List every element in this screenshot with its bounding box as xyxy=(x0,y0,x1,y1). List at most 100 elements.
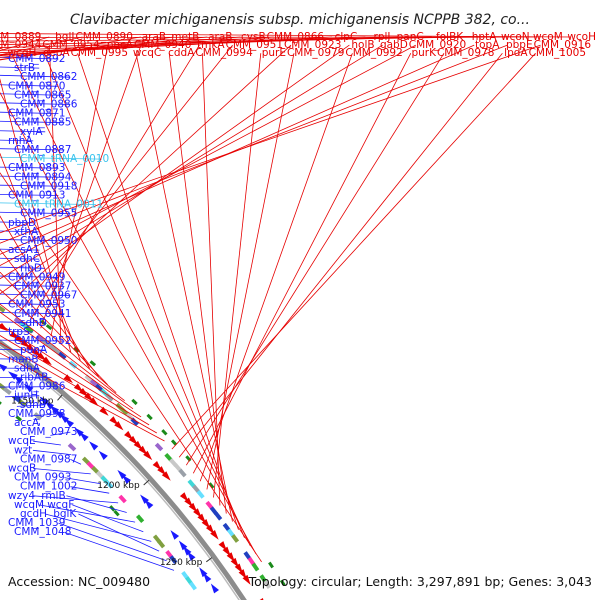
gene-label[interactable]: purE xyxy=(262,47,286,59)
gene-label[interactable]: CMM_0953 xyxy=(8,299,65,311)
gene-label[interactable]: pbpE xyxy=(506,39,533,51)
orf-block xyxy=(189,581,197,591)
gene-label[interactable]: CMM_0918 xyxy=(20,180,77,192)
gene-label[interactable]: topA xyxy=(475,39,500,51)
gene-label[interactable]: CMM_0920 xyxy=(409,39,466,51)
gene-label[interactable]: CMM_1039 xyxy=(8,517,65,529)
gene-label[interactable]: CMM_0978 xyxy=(437,47,494,59)
gene-label[interactable]: CMM_0955 xyxy=(20,208,77,220)
gene-label[interactable]: CMM_1048 xyxy=(14,526,71,538)
gene-label[interactable]: CMM_0994 xyxy=(195,47,253,59)
gene-label[interactable]: bglK xyxy=(53,508,77,520)
gene-label[interactable]: CMM_0865 xyxy=(14,89,71,101)
gene-label[interactable]: ribAB xyxy=(20,372,48,384)
gene-label[interactable]: CMM_0916 xyxy=(534,39,592,51)
gene-label[interactable]: wcqB xyxy=(8,463,36,475)
gene-label[interactable]: purK xyxy=(411,47,437,59)
gene-label[interactable]: cysB xyxy=(241,31,266,43)
gene-label[interactable]: CMM_0892 xyxy=(8,53,65,65)
gene-label[interactable]: rmlC xyxy=(0,47,3,59)
gene-label[interactable]: CMM_0950 xyxy=(20,235,77,247)
gene-label[interactable]: CMM_0949 xyxy=(8,271,65,283)
gene-label[interactable]: manB xyxy=(8,353,39,365)
gene-label[interactable]: rplJ xyxy=(374,31,391,43)
gene-label[interactable]: CMM_1005 xyxy=(529,47,586,59)
gene-label[interactable]: clpC xyxy=(335,31,358,43)
gene-label[interactable]: sdhB xyxy=(20,399,46,411)
gene-label[interactable]: CMM_0870 xyxy=(8,80,65,92)
gene-label[interactable]: CMM_0987 xyxy=(20,453,77,465)
gene-label[interactable]: CMM_tRNA_0010 xyxy=(20,153,109,165)
gene-label[interactable]: CMM_0973 xyxy=(20,426,77,438)
gene-label[interactable]: wcqF xyxy=(47,499,74,511)
gene-label[interactable]: wzt xyxy=(14,444,32,456)
gene-label[interactable]: trpS xyxy=(8,326,30,338)
gene-label[interactable]: wzy4 xyxy=(8,490,35,502)
gene-label[interactable]: accA xyxy=(14,417,40,429)
gene-label[interactable]: junH xyxy=(13,390,38,402)
gene-label[interactable]: CMM_tRNA_0011 xyxy=(14,199,103,211)
gene-label[interactable]: wcoN xyxy=(501,31,530,43)
gene-label[interactable]: CMM_0993 xyxy=(14,472,71,484)
gene-label[interactable]: hptA xyxy=(472,31,497,43)
gene-label[interactable]: CMM_0894 xyxy=(14,171,72,183)
gene-label[interactable]: araB xyxy=(142,31,166,43)
gene-label[interactable]: CMM_0886 xyxy=(20,99,78,111)
gene-label[interactable]: wcoM xyxy=(533,31,563,43)
gene-label[interactable]: gcdH xyxy=(20,508,47,520)
gene-label[interactable]: CMM_0967 xyxy=(20,290,77,302)
gene-label[interactable]: CMM_0998 xyxy=(8,408,65,420)
gene-label[interactable]: rmlB xyxy=(41,490,65,502)
gene-label[interactable]: ribD xyxy=(20,262,42,274)
gene-label[interactable]: CMM_0979 xyxy=(287,47,344,59)
gene-label[interactable]: CMM_0944 xyxy=(0,39,42,51)
gene-label[interactable]: strB xyxy=(14,62,35,74)
gene-label[interactable]: bglJ xyxy=(55,31,74,43)
gene-label[interactable]: CMM_0866 xyxy=(267,31,325,43)
gene-label[interactable]: wcqE xyxy=(8,435,36,447)
gene-label[interactable]: folBK xyxy=(436,31,464,43)
gene-label[interactable]: xylA xyxy=(20,126,43,138)
gene-label[interactable]: cddA xyxy=(168,47,195,59)
gene-label[interactable]: sdhD xyxy=(20,317,47,329)
gene-label[interactable]: CMM_0923 xyxy=(284,39,341,51)
gene-label[interactable]: xthA xyxy=(14,226,39,238)
gene-label[interactable]: CMM_0885 xyxy=(14,117,71,129)
gene-label[interactable]: CMM_0889 xyxy=(0,31,41,43)
gene-label[interactable]: wcqH xyxy=(7,47,36,59)
gene-label[interactable]: CMM_0986 xyxy=(8,381,66,393)
gene-label[interactable]: sdhA xyxy=(14,362,41,374)
gene-label[interactable]: tmkA xyxy=(197,39,225,51)
gene-label[interactable]: CMM_0992 xyxy=(345,47,402,59)
gene-label[interactable]: lpdA xyxy=(504,47,528,59)
gene-label[interactable]: CMM_0871 xyxy=(8,108,65,120)
gene-label[interactable]: CMM_0954 xyxy=(42,39,100,51)
gene-label[interactable]: punA xyxy=(20,344,48,356)
gene-label[interactable]: CMM_0913 xyxy=(8,190,65,202)
gene-label[interactable]: pncA xyxy=(107,39,134,51)
gene-label[interactable]: CMM_0941 xyxy=(14,308,71,320)
gene-label[interactable]: CMM_0893 xyxy=(8,162,65,174)
gene-label[interactable]: araB xyxy=(208,31,232,43)
gene-label[interactable]: wcoH xyxy=(567,31,596,43)
gene-label[interactable]: CMM_0951 xyxy=(226,39,283,51)
gene-label[interactable]: wcqM xyxy=(14,499,44,511)
gene-label[interactable]: deoA xyxy=(43,47,71,59)
gene-label[interactable]: acsA1 xyxy=(8,244,40,256)
gene-label[interactable]: gabD xyxy=(380,39,408,51)
gene-label[interactable]: wcqC xyxy=(133,47,161,59)
gene-label[interactable]: CMM_0952 xyxy=(14,335,71,347)
gene-label[interactable]: CMM_0940 xyxy=(134,39,191,51)
gene-label[interactable]: sdhC xyxy=(14,253,40,265)
gene-label[interactable]: rnhA xyxy=(8,135,33,147)
gene-label[interactable]: CMM_0995 xyxy=(71,47,128,59)
gene-label[interactable]: holB xyxy=(351,39,374,51)
gene-label[interactable]: CMM_0890 xyxy=(75,31,132,43)
gene-label[interactable]: pbpD xyxy=(8,217,36,229)
gene-label[interactable]: CMM_0887 xyxy=(14,144,71,156)
gene-label[interactable]: CMM_0937 xyxy=(14,281,71,293)
gene-label[interactable]: CMM_1002 xyxy=(20,481,77,493)
gene-label[interactable]: panC xyxy=(397,31,424,43)
gene-label[interactable]: metB xyxy=(171,31,199,43)
gene-label[interactable]: CMM_0862 xyxy=(20,71,77,83)
